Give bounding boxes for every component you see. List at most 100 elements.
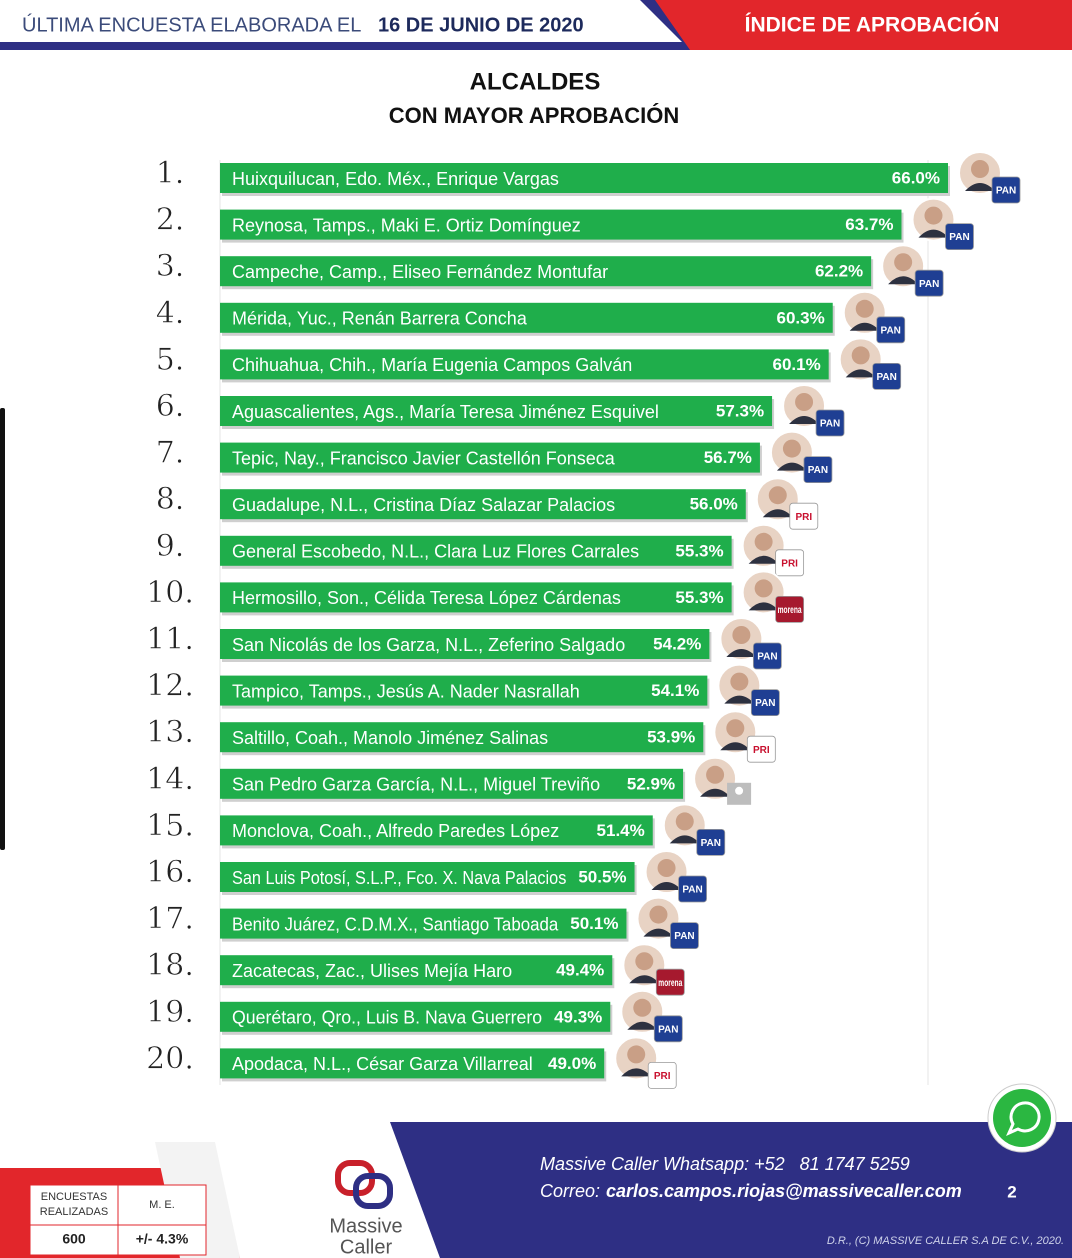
party-label: PRI [654, 1071, 671, 1082]
table-cell: +/- 4.3% [136, 1231, 189, 1247]
header-stripe [0, 42, 700, 50]
rank: 5. [156, 342, 185, 377]
party-label: PRI [781, 558, 798, 569]
value-label: 54.2% [653, 634, 701, 653]
party-badge [803, 456, 833, 484]
rank: 10. [146, 575, 194, 610]
value-label: 56.0% [690, 495, 738, 514]
party-badge [647, 1062, 677, 1089]
bar [220, 768, 684, 799]
party-badge [775, 549, 805, 577]
photo-body [888, 276, 919, 285]
party-badge [872, 362, 902, 390]
bar [220, 1048, 605, 1079]
photo-head [855, 299, 874, 318]
photo-body [918, 229, 949, 238]
logo-text: Massive [329, 1215, 402, 1237]
table-cell: 600 [62, 1231, 86, 1247]
value-label: 49.4% [556, 961, 604, 980]
whatsapp-icon[interactable] [987, 1083, 1057, 1153]
header-section: ÍNDICE DE APROBACIÓN [745, 13, 1000, 37]
value-label: 54.1% [651, 681, 699, 700]
bar [220, 535, 732, 566]
value-label: 53.9% [647, 728, 695, 747]
rank: 16. [146, 855, 194, 890]
photo-head [924, 206, 943, 225]
bar [220, 582, 732, 613]
photo-head [730, 672, 749, 691]
photo-head [627, 1045, 646, 1064]
party-label: PRI [753, 745, 770, 756]
party-label: PAN [919, 279, 939, 290]
photo-body [700, 788, 731, 797]
party-badge [653, 1015, 683, 1043]
photo-head [706, 765, 725, 784]
photo-body [849, 322, 880, 331]
chart-title: ALCALDES [470, 68, 601, 95]
photo-body [748, 602, 779, 611]
bar [220, 209, 902, 240]
value-label: 55.3% [675, 588, 723, 607]
header-prefix: ÚLTIMA ENCUESTA ELABORADA EL [22, 13, 361, 36]
table-header: M. E. [149, 1199, 175, 1211]
value-label: 50.5% [578, 867, 626, 886]
bar-label: Chihuahua, Chih., María Eugenia Campos G… [232, 355, 632, 375]
bar-label: Mérida, Yuc., Renán Barrera Concha [232, 309, 528, 329]
party-label: PAN [808, 465, 828, 476]
rank: 18. [146, 948, 194, 983]
value-label: 49.3% [554, 1007, 602, 1026]
bar-label: Huixquilucan, Edo. Méx., Enrique Vargas [232, 169, 559, 189]
photo-head [633, 998, 652, 1017]
value-label: 66.0% [892, 168, 940, 187]
table-header: REALIZADAS [40, 1206, 108, 1218]
party-label: PAN [949, 232, 969, 243]
bar-label: San Nicolás de los Garza, N.L., Zeferino… [232, 635, 625, 655]
value-label: 55.3% [675, 541, 723, 560]
photo-head [795, 393, 814, 411]
header-red [655, 0, 1072, 50]
bar-label: Monclova, Coah., Alfredo Paredes López [232, 821, 559, 841]
party-badge [815, 409, 845, 437]
footer-navy [390, 1122, 1072, 1258]
photo-head [675, 812, 694, 831]
photo-head [851, 346, 870, 365]
bar [220, 396, 773, 426]
party-label: PAN [658, 1024, 678, 1035]
photo-body [720, 742, 751, 751]
rank: 14. [146, 762, 194, 797]
logo-text: Caller [340, 1236, 393, 1258]
photo-body [726, 649, 757, 657]
bar-label: General Escobedo, N.L., Clara Luz Flores… [232, 542, 639, 562]
party-badge [914, 269, 944, 297]
value-label: 57.3% [716, 401, 764, 420]
placeholder-icon [735, 786, 744, 795]
party-badge [945, 223, 974, 251]
bar-label: Reynosa, Tamps., Maki E. Ortiz Domínguez [232, 215, 581, 235]
photo-head [635, 952, 654, 971]
bar [220, 256, 872, 287]
photo-body [669, 835, 700, 844]
rank: 8. [156, 482, 185, 517]
party-label: PAN [701, 838, 721, 849]
rank: 1. [156, 156, 185, 191]
bar [220, 489, 746, 520]
photo-head [657, 859, 676, 877]
party-label: morena [778, 605, 802, 616]
photo-body [629, 975, 660, 984]
side-tab [0, 408, 5, 850]
party-badge [775, 596, 805, 623]
party-label: PAN [881, 325, 901, 336]
photo-body [643, 928, 674, 937]
rank: 17. [146, 902, 194, 937]
photo-head [732, 626, 751, 644]
bar [220, 722, 704, 753]
bar-label: San Luis Potosí, S.L.P., Fco. X. Nava Pa… [232, 868, 566, 888]
rank: 19. [146, 995, 194, 1030]
photo-body [776, 462, 807, 471]
party-badge [670, 922, 699, 949]
grid [219, 160, 929, 1085]
party-badge [789, 502, 819, 530]
party-badge [746, 735, 776, 763]
